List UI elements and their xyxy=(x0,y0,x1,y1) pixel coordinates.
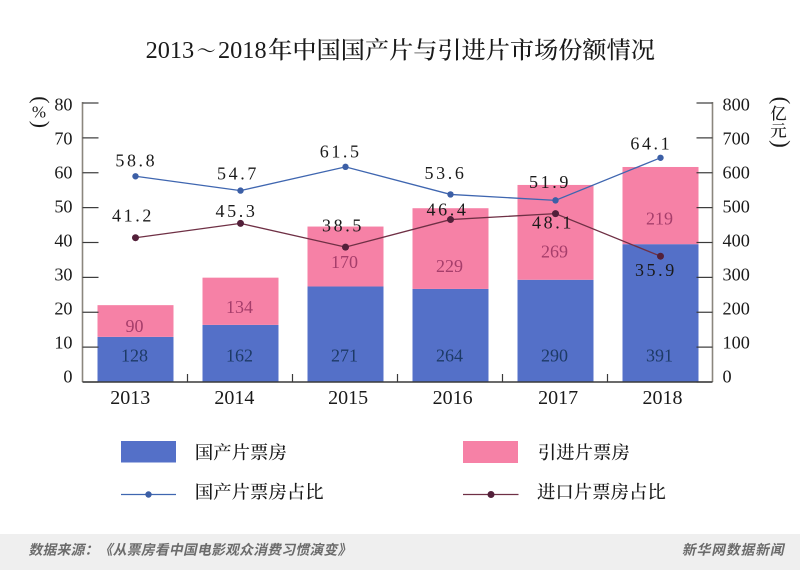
svg-text:391: 391 xyxy=(646,346,673,366)
svg-text:290: 290 xyxy=(541,346,568,366)
svg-text:2013: 2013 xyxy=(110,387,150,409)
svg-text:229: 229 xyxy=(436,256,463,276)
svg-text:46.4: 46.4 xyxy=(427,200,469,220)
svg-text:2015: 2015 xyxy=(328,387,368,409)
svg-text:271: 271 xyxy=(331,346,358,366)
svg-text:600: 600 xyxy=(723,162,750,182)
svg-text:800: 800 xyxy=(723,94,750,114)
svg-text:2018: 2018 xyxy=(643,387,683,409)
svg-text:2018: 2018 xyxy=(218,37,267,64)
svg-text:128: 128 xyxy=(121,346,148,366)
svg-text:300: 300 xyxy=(723,265,750,285)
svg-text:54.7: 54.7 xyxy=(217,164,259,184)
svg-text:35.9: 35.9 xyxy=(635,260,677,280)
svg-text:20: 20 xyxy=(54,299,72,319)
svg-text:(: ( xyxy=(769,97,794,105)
svg-text:170: 170 xyxy=(331,252,358,272)
svg-text:70: 70 xyxy=(54,128,72,148)
svg-text:264: 264 xyxy=(436,346,463,366)
svg-text:2013: 2013 xyxy=(146,37,195,64)
svg-text:(: ( xyxy=(29,96,54,103)
svg-text:10: 10 xyxy=(54,333,72,353)
svg-text:60: 60 xyxy=(54,162,72,182)
svg-text:2016: 2016 xyxy=(433,387,473,409)
svg-text:61.5: 61.5 xyxy=(320,141,362,161)
svg-text:50: 50 xyxy=(54,196,72,216)
svg-text:500: 500 xyxy=(723,196,750,216)
svg-text:269: 269 xyxy=(541,242,568,262)
svg-text:): ) xyxy=(769,140,794,148)
svg-text:80: 80 xyxy=(54,94,72,114)
svg-text:58.8: 58.8 xyxy=(115,150,157,170)
svg-text:51.9: 51.9 xyxy=(529,172,571,192)
svg-text:200: 200 xyxy=(723,299,750,319)
svg-text:2014: 2014 xyxy=(214,387,254,409)
svg-text:700: 700 xyxy=(723,128,750,148)
svg-text:162: 162 xyxy=(226,346,253,366)
svg-text:38.5: 38.5 xyxy=(322,216,364,236)
svg-text:30: 30 xyxy=(54,265,72,285)
svg-text:0: 0 xyxy=(63,367,72,387)
svg-text:134: 134 xyxy=(226,297,253,317)
svg-text:%: % xyxy=(32,103,46,122)
svg-text:53.6: 53.6 xyxy=(425,163,467,183)
svg-text:41.2: 41.2 xyxy=(112,205,154,225)
svg-text:2017: 2017 xyxy=(538,387,578,409)
svg-text:48.1: 48.1 xyxy=(532,212,574,232)
svg-text:219: 219 xyxy=(646,208,673,228)
svg-text:90: 90 xyxy=(126,316,144,336)
svg-text:0: 0 xyxy=(723,367,732,387)
svg-text:40: 40 xyxy=(54,231,72,251)
svg-text:45.3: 45.3 xyxy=(216,201,258,221)
svg-text:): ) xyxy=(29,121,54,128)
svg-text:64.1: 64.1 xyxy=(630,134,672,154)
svg-text:100: 100 xyxy=(723,333,750,353)
svg-text:400: 400 xyxy=(723,231,750,251)
